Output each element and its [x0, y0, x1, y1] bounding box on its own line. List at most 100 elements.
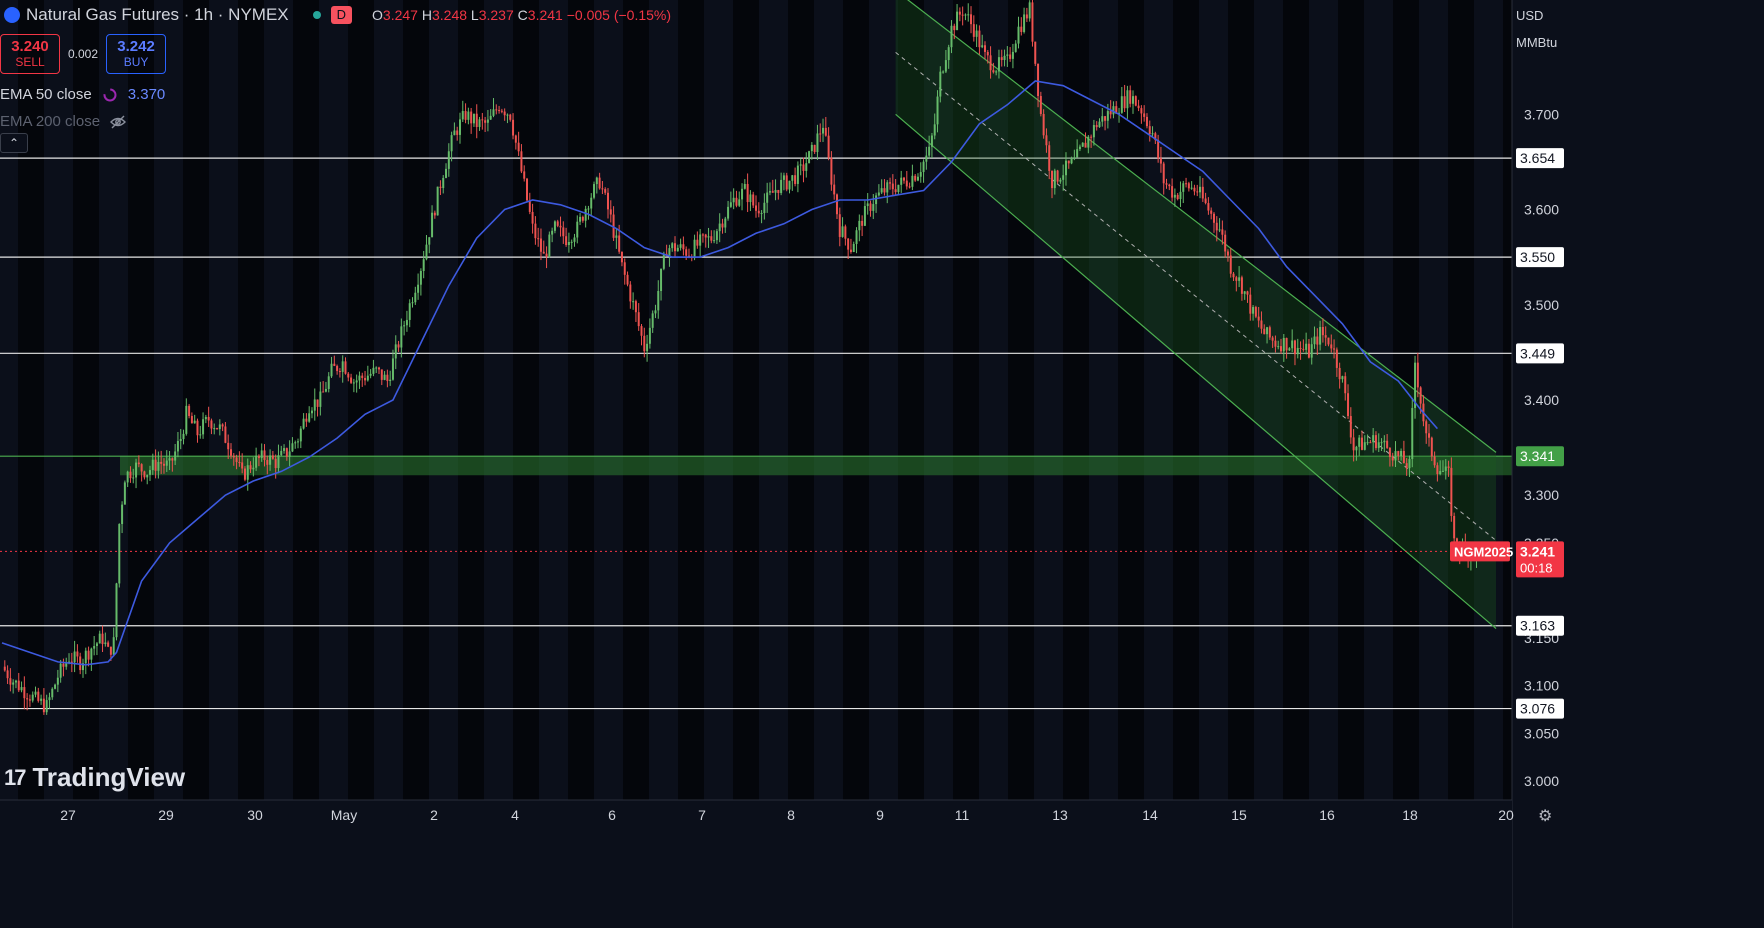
candle-body: [573, 237, 576, 242]
candle-body: [1023, 14, 1026, 32]
trade-panel: 3.240 SELL 0.002 3.242 BUY: [0, 34, 167, 74]
candle-body: [1319, 326, 1322, 345]
zone-price-tag-bg: [1516, 446, 1564, 467]
candle-body: [484, 120, 487, 123]
candle-body: [978, 30, 981, 48]
candle-body: [1397, 451, 1400, 457]
candle-body: [1400, 450, 1403, 457]
candle-body: [288, 451, 291, 457]
candle-body: [930, 135, 933, 147]
session-band: [1503, 0, 1512, 800]
eye-hidden-icon[interactable]: [110, 114, 127, 130]
candle-body: [1210, 210, 1213, 214]
session-band: [348, 0, 374, 800]
candle-body: [1430, 437, 1433, 457]
candle-body: [1408, 459, 1411, 469]
candle-body: [1134, 96, 1137, 106]
candle-body: [1048, 145, 1051, 171]
candle-body: [160, 461, 163, 464]
candle-body: [590, 197, 593, 209]
candle-body: [668, 248, 671, 256]
candle-body: [322, 391, 325, 393]
candle-body: [232, 455, 235, 458]
collapse-legend-button[interactable]: ⌃: [0, 133, 28, 153]
level-price-tag: 3.076: [1520, 701, 1555, 717]
candle-body: [875, 195, 878, 205]
candle-body: [291, 443, 294, 452]
buy-button[interactable]: 3.242 BUY: [106, 34, 167, 74]
candle-body: [1257, 316, 1260, 321]
candle-body: [707, 236, 710, 238]
candle-body: [1159, 158, 1162, 164]
candle-body: [847, 238, 850, 250]
date-tick-label: 29: [158, 807, 174, 823]
support-zone[interactable]: [120, 456, 1512, 476]
channel-lower-line[interactable]: [895, 113, 1497, 630]
candle-body: [833, 184, 836, 195]
candle-body: [467, 111, 470, 120]
candle-body: [553, 221, 556, 231]
candle-body: [604, 189, 607, 193]
candle-body: [654, 310, 657, 314]
candle-body: [643, 335, 646, 352]
candle-body: [405, 319, 408, 326]
candle-body: [1221, 229, 1224, 235]
symbol-title[interactable]: Natural Gas Futures · 1h · NYMEX: [26, 5, 289, 24]
candle-body: [1034, 41, 1037, 64]
ohlc-close: 3.241: [527, 7, 563, 23]
candle-body: [1042, 113, 1045, 136]
candle-body: [1212, 213, 1215, 223]
candle-body: [1003, 55, 1006, 61]
candle-body: [718, 223, 721, 232]
candle-body: [743, 183, 746, 189]
session-band: [788, 0, 814, 800]
candle-body: [713, 240, 716, 242]
candle-body: [1377, 442, 1380, 449]
candle-body: [400, 326, 403, 348]
candle-body: [883, 188, 886, 193]
candle-body: [824, 127, 827, 136]
candle-body: [196, 420, 199, 436]
candle-body: [51, 688, 54, 698]
candle-body: [1056, 170, 1059, 182]
candle-body: [900, 177, 903, 185]
period-badge[interactable]: D: [330, 6, 353, 24]
price-tick-label: 3.600: [1524, 202, 1559, 218]
session-band: [1173, 0, 1199, 800]
candle-body: [79, 656, 82, 671]
channel-upper-line[interactable]: [896, 0, 1497, 453]
candle-body: [1140, 108, 1143, 114]
candle-body: [1204, 198, 1207, 204]
sell-button[interactable]: 3.240 SELL: [0, 34, 60, 74]
candle-body: [425, 244, 428, 260]
candle-body: [1402, 450, 1405, 464]
candle-body: [682, 244, 685, 250]
candle-body: [1324, 335, 1327, 338]
candle-body: [56, 677, 59, 685]
candle-body: [796, 165, 799, 184]
candle-body: [408, 303, 411, 320]
gear-icon[interactable]: ⚙: [1538, 808, 1553, 825]
candle-body: [701, 234, 704, 236]
candle-body: [1118, 112, 1121, 114]
candle-body: [243, 468, 246, 480]
date-tick-label: 20: [1498, 807, 1514, 823]
candle-body: [1416, 362, 1419, 388]
symbol-price-tag[interactable]: NGM2025: [1450, 541, 1513, 562]
candle-body: [249, 465, 252, 470]
candle-body: [486, 119, 489, 123]
currency-selector[interactable]: USD MMBtu: [1516, 2, 1564, 56]
candle-body: [1053, 170, 1056, 189]
candle-body: [274, 458, 277, 469]
time-axis-background[interactable]: [0, 800, 1512, 928]
ema50-legend[interactable]: EMA 50 close 3.370: [0, 86, 165, 103]
candle-body: [269, 455, 272, 465]
level-price-tag-bg: [1516, 148, 1564, 169]
candle-body: [1280, 346, 1283, 352]
candle-body: [1185, 183, 1188, 185]
ema200-legend[interactable]: EMA 200 close: [0, 113, 127, 130]
candle-body: [162, 463, 165, 466]
session-band: [898, 0, 924, 800]
